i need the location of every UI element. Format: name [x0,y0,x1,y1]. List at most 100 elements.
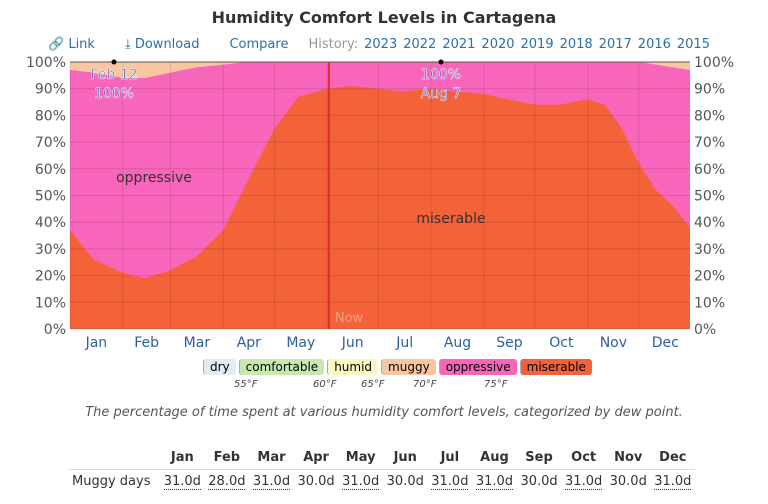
muggy-days-value[interactable]: 31.0d [342,474,380,490]
muggy-days-value[interactable]: 31.0d [475,474,514,490]
y-tick-left: 70% [35,135,66,151]
table-cell: 31.0d [650,469,696,493]
x-tick-Apr: Apr [237,335,261,351]
history-year-2020[interactable]: 2020 [481,37,515,52]
legend-dry: dry [203,359,236,375]
y-tick-left: 50% [35,189,66,205]
annotation-dot [438,59,444,65]
x-tick-Feb: Feb [134,335,159,351]
y-tick-left: 80% [35,108,66,124]
link-button[interactable]: 🔗 Link [48,37,95,52]
x-tick-Sep: Sep [496,335,523,351]
history-year-2021[interactable]: 2021 [442,37,476,52]
table-header-Sep: Sep [525,450,553,465]
x-tick-Jun: Jun [341,335,364,351]
table-cell: 30.0d [382,469,428,493]
y-tick-right: 0% [694,322,716,338]
muggy-days-value: 30.0d [520,474,558,489]
compare-button[interactable]: Compare [229,37,289,52]
table-cell: 31.0d [561,469,606,493]
x-tick-Dec: Dec [652,335,679,351]
table-cell: 31.0d [427,469,473,493]
table-header-Oct: Oct [571,450,597,465]
legend-muggy: muggy [381,359,436,375]
region-label-oppressive: oppressive [116,170,192,186]
history-year-2023[interactable]: 2023 [364,37,398,52]
legend-miserable: miserable [519,359,592,375]
y-tick-right: 100% [694,55,734,71]
threshold-label: 70°F [413,379,437,390]
table-header-Aug: Aug [480,450,509,465]
chart: 0% 0% 10% 10% 20% 20% 30% 30% 40% 40% 50% 50% 60% 60%… [26,55,734,351]
legend: dry comfortable humid muggy oppressive misera… [203,359,592,375]
y-tick-left: 100% [26,55,66,71]
annotation-text: 100% [94,86,134,102]
table-cell: 30.0d [605,469,651,493]
threshold-label: 55°F [234,379,258,390]
table-header-Feb: Feb [213,450,241,465]
table-header-Jun: Jun [393,450,417,465]
threshold-label: 75°F [484,379,508,390]
history-year-2015[interactable]: 2015 [676,37,710,52]
history-year-2018[interactable]: 2018 [559,37,593,52]
table-cell: 31.0d [160,469,205,493]
y-tick-left: 0% [44,322,66,338]
y-tick-left: 60% [35,162,66,178]
muggy-days-value[interactable]: 31.0d [252,474,291,490]
muggy-days-value: 30.0d [609,474,647,489]
history-years: 2023 2022 2021 2020 2019 2018 2017 2016 2015 [364,37,716,52]
x-tick-Oct: Oct [549,335,574,351]
y-tick-left: 30% [35,242,66,258]
y-tick-right: 70% [694,135,725,151]
annotation-text: 100% [421,67,461,83]
muggy-days-value: 30.0d [386,474,424,489]
row-label: Muggy days [68,469,160,493]
annotation-text: Feb 12 [90,67,137,83]
history-label: History: [308,37,359,52]
x-tick-Jul: Jul [395,335,413,351]
y-tick-right: 40% [694,215,725,231]
table-header-Apr: Apr [303,450,329,465]
history-year-2017[interactable]: 2017 [598,37,632,52]
history-year-2016[interactable]: 2016 [637,37,671,52]
annotation-text: Aug 7 [421,86,462,102]
chart-title: Humidity Comfort Levels in Cartagena [211,8,557,27]
table-cell: 28.0d [204,469,250,493]
y-tick-right: 30% [694,242,725,258]
caption: The percentage of time spent at various … [85,405,683,420]
y-tick-right: 90% [694,82,725,98]
annotation-dot [111,59,117,65]
muggy-days-value[interactable]: 31.0d [163,474,201,490]
x-tick-Aug: Aug [444,335,471,351]
y-tick-right: 50% [694,189,725,205]
muggy-days-value[interactable]: 31.0d [565,474,603,490]
threshold-label: 65°F [361,379,385,390]
y-tick-right: 10% [694,295,725,311]
history-year-2019[interactable]: 2019 [520,37,554,52]
history-year-2022[interactable]: 2022 [403,37,437,52]
table-cell: 30.0d [293,469,339,493]
y-tick-right: 60% [694,162,725,178]
table-cell: 31.0d [338,469,383,493]
muggy-days-value[interactable]: 31.0d [654,474,692,490]
table-cell: 31.0d [472,469,517,493]
table-cell: 30.0d [516,469,562,493]
muggy-days-value: 30.0d [297,474,335,489]
now-label: Now [335,311,364,326]
y-tick-left: 20% [35,269,66,285]
area-miserable [70,86,690,329]
table-header-Jul: Jul [440,450,460,465]
muggy-days-table: Jan Feb Mar Apr May Jun Jul Aug Sep Oct Nov Dec Mug… [68,446,696,493]
y-tick-right: 80% [694,108,725,124]
x-tick-May: May [286,335,315,351]
download-button[interactable]: ⤓ Download [124,37,200,52]
table-header-Nov: Nov [614,450,643,465]
table-header-Mar: Mar [257,450,286,465]
x-tick-Mar: Mar [184,335,211,351]
table-cell: 31.0d [249,469,294,493]
threshold-label: 60°F [313,379,337,390]
muggy-days-value[interactable]: 31.0d [431,474,469,490]
region-label-miserable: miserable [416,211,485,227]
legend-oppressive: oppressive [438,359,517,375]
y-tick-left: 90% [35,82,66,98]
